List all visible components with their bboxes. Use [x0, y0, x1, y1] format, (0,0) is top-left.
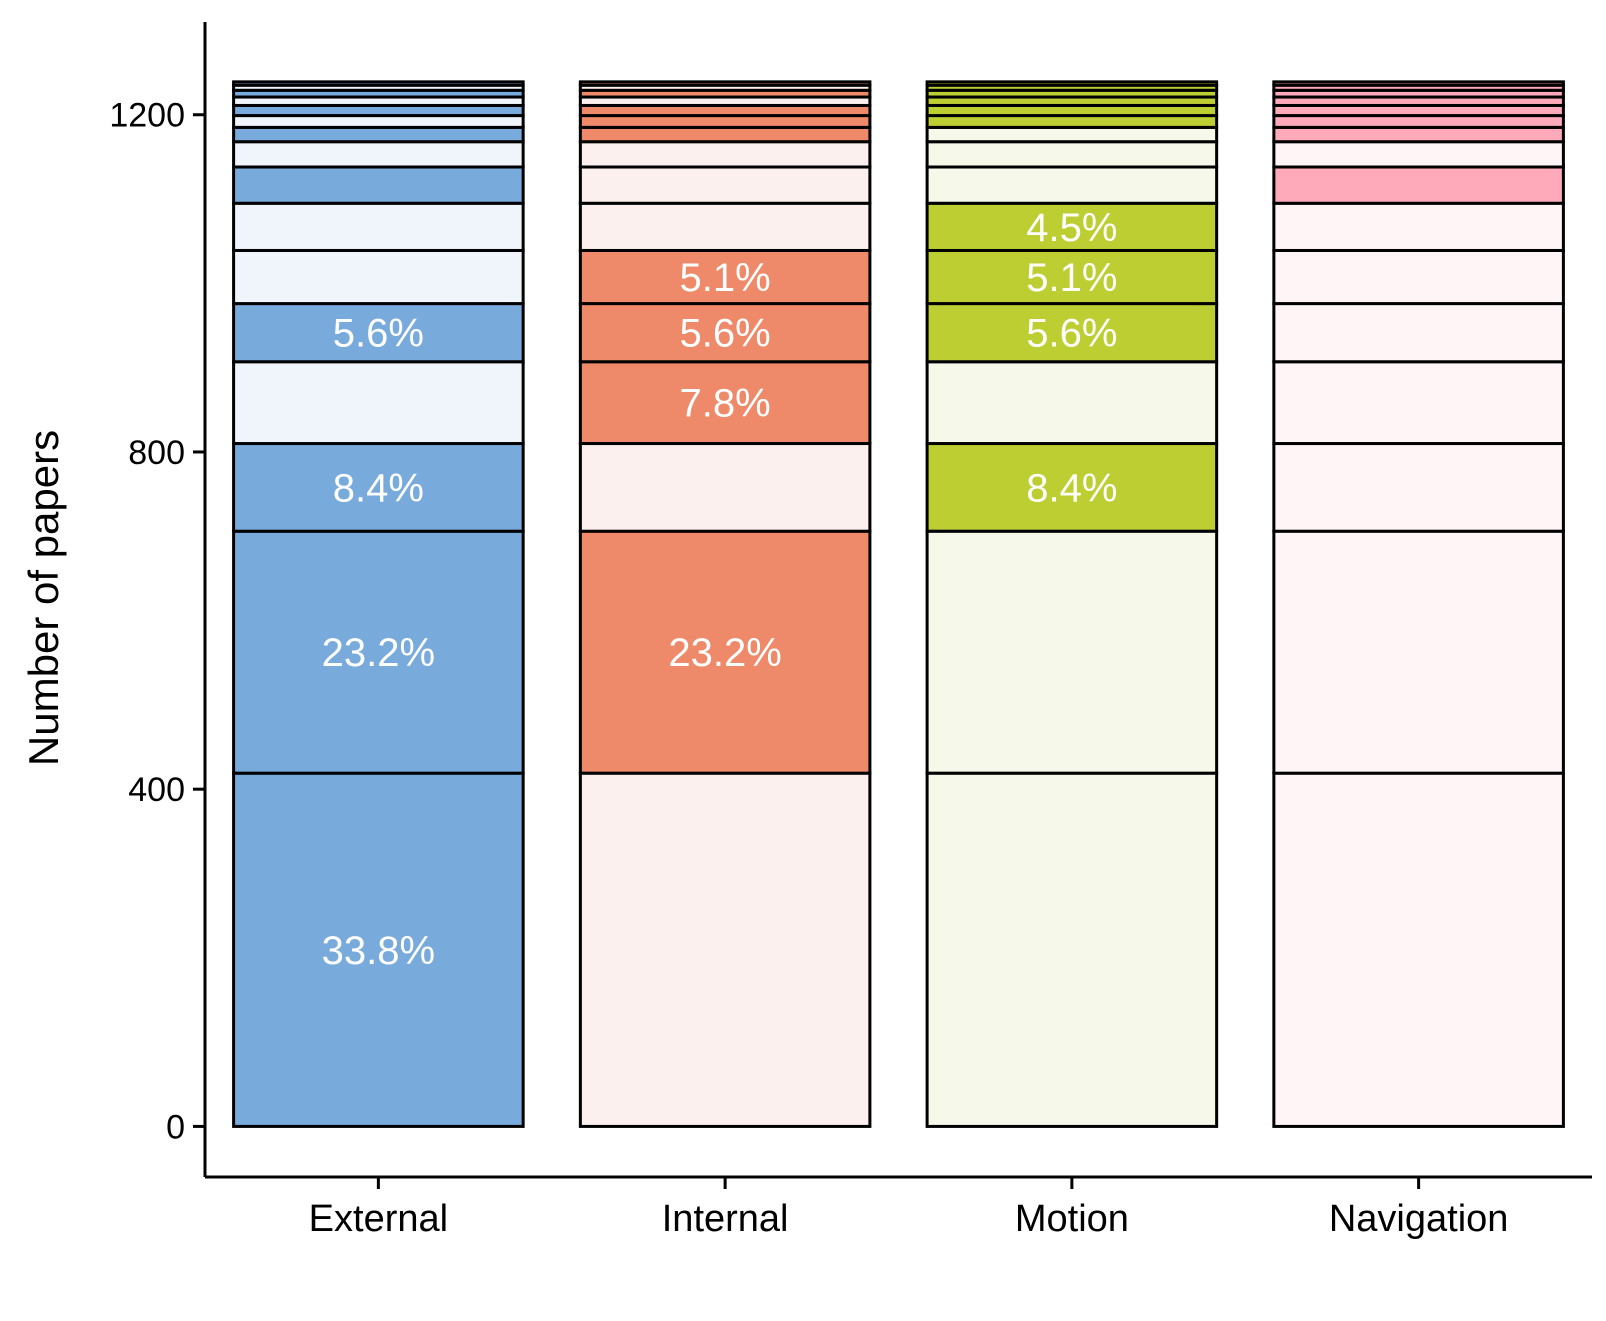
bar-segment-motion-16 — [925, 80, 1219, 87]
bar-segment-navigation-5 — [1272, 302, 1565, 364]
bar-segment-internal-11 — [578, 114, 872, 129]
y-tick-label: 0 — [166, 1108, 185, 1146]
bar-segment-motion-5 — [925, 302, 1219, 364]
bar-segment-motion-11 — [925, 114, 1219, 129]
bar-segment-internal-7 — [578, 201, 872, 252]
bar-segment-external-2 — [232, 529, 525, 775]
bar-segment-motion-2 — [925, 529, 1219, 775]
data-label-external-3: 8.4% — [333, 466, 424, 510]
bar-segment-motion-3 — [925, 442, 1219, 533]
x-tick-label-external: External — [309, 1198, 448, 1240]
bar-segment-navigation-16 — [1272, 80, 1565, 87]
data-label-internal-5: 5.6% — [680, 312, 771, 356]
bars-layer — [232, 80, 1565, 1128]
bar-segment-external-1 — [232, 771, 525, 1128]
data-label-motion-5: 5.6% — [1026, 312, 1117, 356]
bar-segment-external-4 — [232, 360, 525, 446]
x-tick-label-navigation: Navigation — [1329, 1198, 1509, 1240]
bar-segment-internal-9 — [578, 140, 872, 169]
bar-segment-navigation-8 — [1272, 165, 1565, 205]
bar-segment-motion-10 — [925, 125, 1219, 144]
data-label-motion-7: 4.5% — [1026, 206, 1117, 250]
bar-segment-navigation-9 — [1272, 140, 1565, 169]
y-tick-label: 400 — [128, 771, 185, 809]
data-label-motion-3: 8.4% — [1026, 466, 1117, 510]
bar-segment-external-16 — [232, 80, 525, 87]
bar-segment-navigation-3 — [1272, 442, 1565, 533]
data-label-internal-2: 23.2% — [668, 631, 781, 675]
bar-segment-navigation-4 — [1272, 360, 1565, 446]
data-label-motion-6: 5.1% — [1026, 256, 1117, 300]
x-tick-label-internal: Internal — [662, 1198, 789, 1240]
data-label-external-5: 5.6% — [333, 312, 424, 356]
bar-segment-navigation-1 — [1272, 771, 1565, 1128]
bar-segment-internal-1 — [578, 771, 872, 1128]
y-tick-label: 800 — [128, 434, 185, 472]
bar-segment-motion-9 — [925, 140, 1219, 169]
bar-segment-internal-8 — [578, 165, 872, 205]
bar-segment-navigation-7 — [1272, 201, 1565, 252]
bar-segment-navigation-6 — [1272, 248, 1565, 306]
data-label-internal-4: 7.8% — [680, 382, 771, 426]
bar-segment-internal-16 — [578, 80, 872, 87]
bar-segment-internal-4 — [578, 360, 872, 446]
bar-segment-external-7 — [232, 201, 525, 252]
data-labels-layer: 33.8% 23.2% 8.4% 5.6% 23.2% 7.8% 5.6% 5.1% 8.4% 5… — [322, 206, 1118, 973]
bar-segment-external-12 — [232, 103, 525, 118]
axes-layer: 0 400 800 1200 External Internal Motion Navigat… — [109, 22, 1592, 1240]
bar-segment-external-10 — [232, 125, 525, 144]
data-label-external-2: 23.2% — [322, 631, 435, 675]
data-label-external-1: 33.8% — [322, 929, 435, 973]
bar-segment-navigation-10 — [1272, 125, 1565, 144]
bar-segment-external-11 — [232, 114, 525, 129]
bar-segment-external-6 — [232, 248, 525, 306]
bar-segment-navigation-12 — [1272, 103, 1565, 118]
bar-segment-motion-8 — [925, 165, 1219, 205]
data-label-internal-6: 5.1% — [680, 256, 771, 300]
y-tick-label: 1200 — [109, 97, 185, 135]
bar-segment-internal-3 — [578, 442, 872, 533]
bar-segment-internal-5 — [578, 302, 872, 364]
bar-segment-external-8 — [232, 165, 525, 205]
bar-segment-external-9 — [232, 140, 525, 169]
bar-segment-motion-1 — [925, 771, 1219, 1128]
x-tick-label-motion: Motion — [1015, 1198, 1129, 1240]
bar-segment-external-5 — [232, 302, 525, 364]
bar-segment-internal-6 — [578, 248, 872, 306]
bar-segment-internal-10 — [578, 125, 872, 144]
bar-segment-motion-4 — [925, 360, 1219, 446]
bar-segment-internal-12 — [578, 103, 872, 118]
y-axis-title: Number of papers — [20, 430, 67, 766]
bar-segment-navigation-11 — [1272, 114, 1565, 129]
bar-segment-motion-12 — [925, 103, 1219, 118]
bar-segment-navigation-2 — [1272, 529, 1565, 775]
